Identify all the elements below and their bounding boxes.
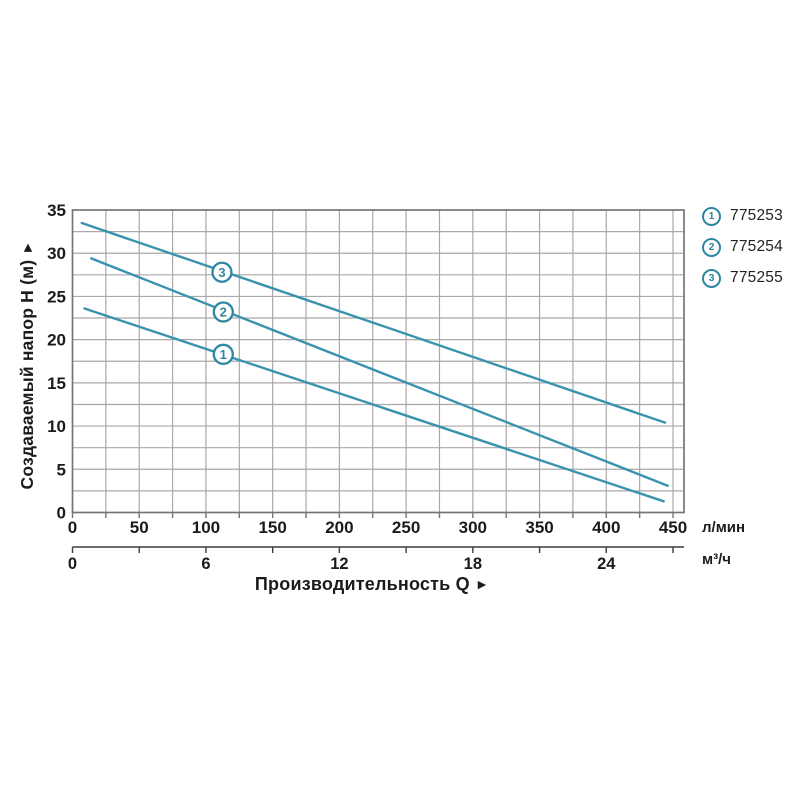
svg-text:35: 35 [47, 201, 66, 220]
svg-text:250: 250 [392, 518, 420, 537]
svg-text:25: 25 [47, 287, 66, 306]
x-axis-unit-lmin: л/мин [702, 519, 746, 536]
svg-text:30: 30 [47, 244, 66, 263]
svg-text:1: 1 [220, 347, 227, 362]
curve-775255 [80, 221, 667, 424]
y-axis-labels: 0 5 10 15 20 25 30 35 [47, 201, 66, 523]
plot-border [71, 209, 685, 514]
svg-text:450: 450 [659, 518, 687, 537]
curve-markers: 1 2 3 [211, 261, 234, 365]
x-axis-ticks [71, 512, 674, 518]
grid-lines [72, 210, 684, 513]
y-axis-title-text: Создаваемый напор Н (м) [17, 259, 37, 490]
svg-text:3: 3 [218, 265, 225, 280]
svg-text:0: 0 [68, 555, 77, 573]
svg-text:15: 15 [47, 374, 66, 393]
svg-text:18: 18 [464, 555, 482, 573]
svg-text:5: 5 [57, 460, 66, 479]
svg-text:0: 0 [68, 518, 77, 537]
legend-circle-3-icon: 3 [702, 268, 721, 288]
legend-circle-1-icon: 1 [702, 206, 721, 226]
svg-text:150: 150 [258, 518, 286, 537]
x-axis-title: Производительность Q ► [212, 574, 532, 595]
x-axis-secondary: 0 6 12 18 24 [68, 546, 684, 573]
curve-marker-2: 2 [212, 301, 234, 323]
curve-marker-3: 3 [211, 261, 233, 283]
svg-text:400: 400 [592, 518, 620, 537]
x-axis-unit-m3h: м³/ч [702, 551, 731, 568]
svg-text:20: 20 [47, 331, 66, 350]
legend-circle-2-icon: 2 [702, 237, 721, 257]
curve-marker-1: 1 [212, 343, 234, 365]
svg-text:12: 12 [330, 555, 348, 573]
svg-text:50: 50 [130, 518, 149, 537]
legend-item-2: 2 775254 [702, 237, 797, 257]
svg-text:10: 10 [47, 417, 66, 436]
legend-label-775255: 775255 [730, 269, 783, 286]
legend-label-775254: 775254 [730, 238, 783, 255]
svg-text:350: 350 [525, 518, 553, 537]
svg-text:2: 2 [220, 305, 227, 320]
svg-text:0: 0 [57, 504, 66, 523]
pump-curves [80, 221, 669, 503]
x-axis-title-text: Производительность Q [254, 574, 470, 594]
legend-label-775253: 775253 [730, 207, 783, 224]
svg-text:300: 300 [459, 518, 487, 537]
curve-775253 [83, 307, 665, 503]
x-axis-labels: 0 50 100 150 200 250 300 350 400 450 [68, 518, 687, 537]
legend: 1 775253 2 775254 3 775255 [702, 206, 797, 299]
svg-text:24: 24 [597, 555, 616, 573]
x-axis-arrow-icon: ► [475, 576, 490, 592]
y-axis-arrow-icon: ► [19, 240, 35, 255]
y-axis-title: Создаваемый напор Н (м) ► [17, 203, 43, 527]
curve-775254 [89, 257, 669, 487]
legend-item-3: 3 775255 [702, 268, 797, 288]
legend-item-1: 1 775253 [702, 206, 797, 226]
svg-text:100: 100 [192, 518, 220, 537]
svg-text:200: 200 [325, 518, 353, 537]
svg-text:6: 6 [201, 555, 210, 573]
